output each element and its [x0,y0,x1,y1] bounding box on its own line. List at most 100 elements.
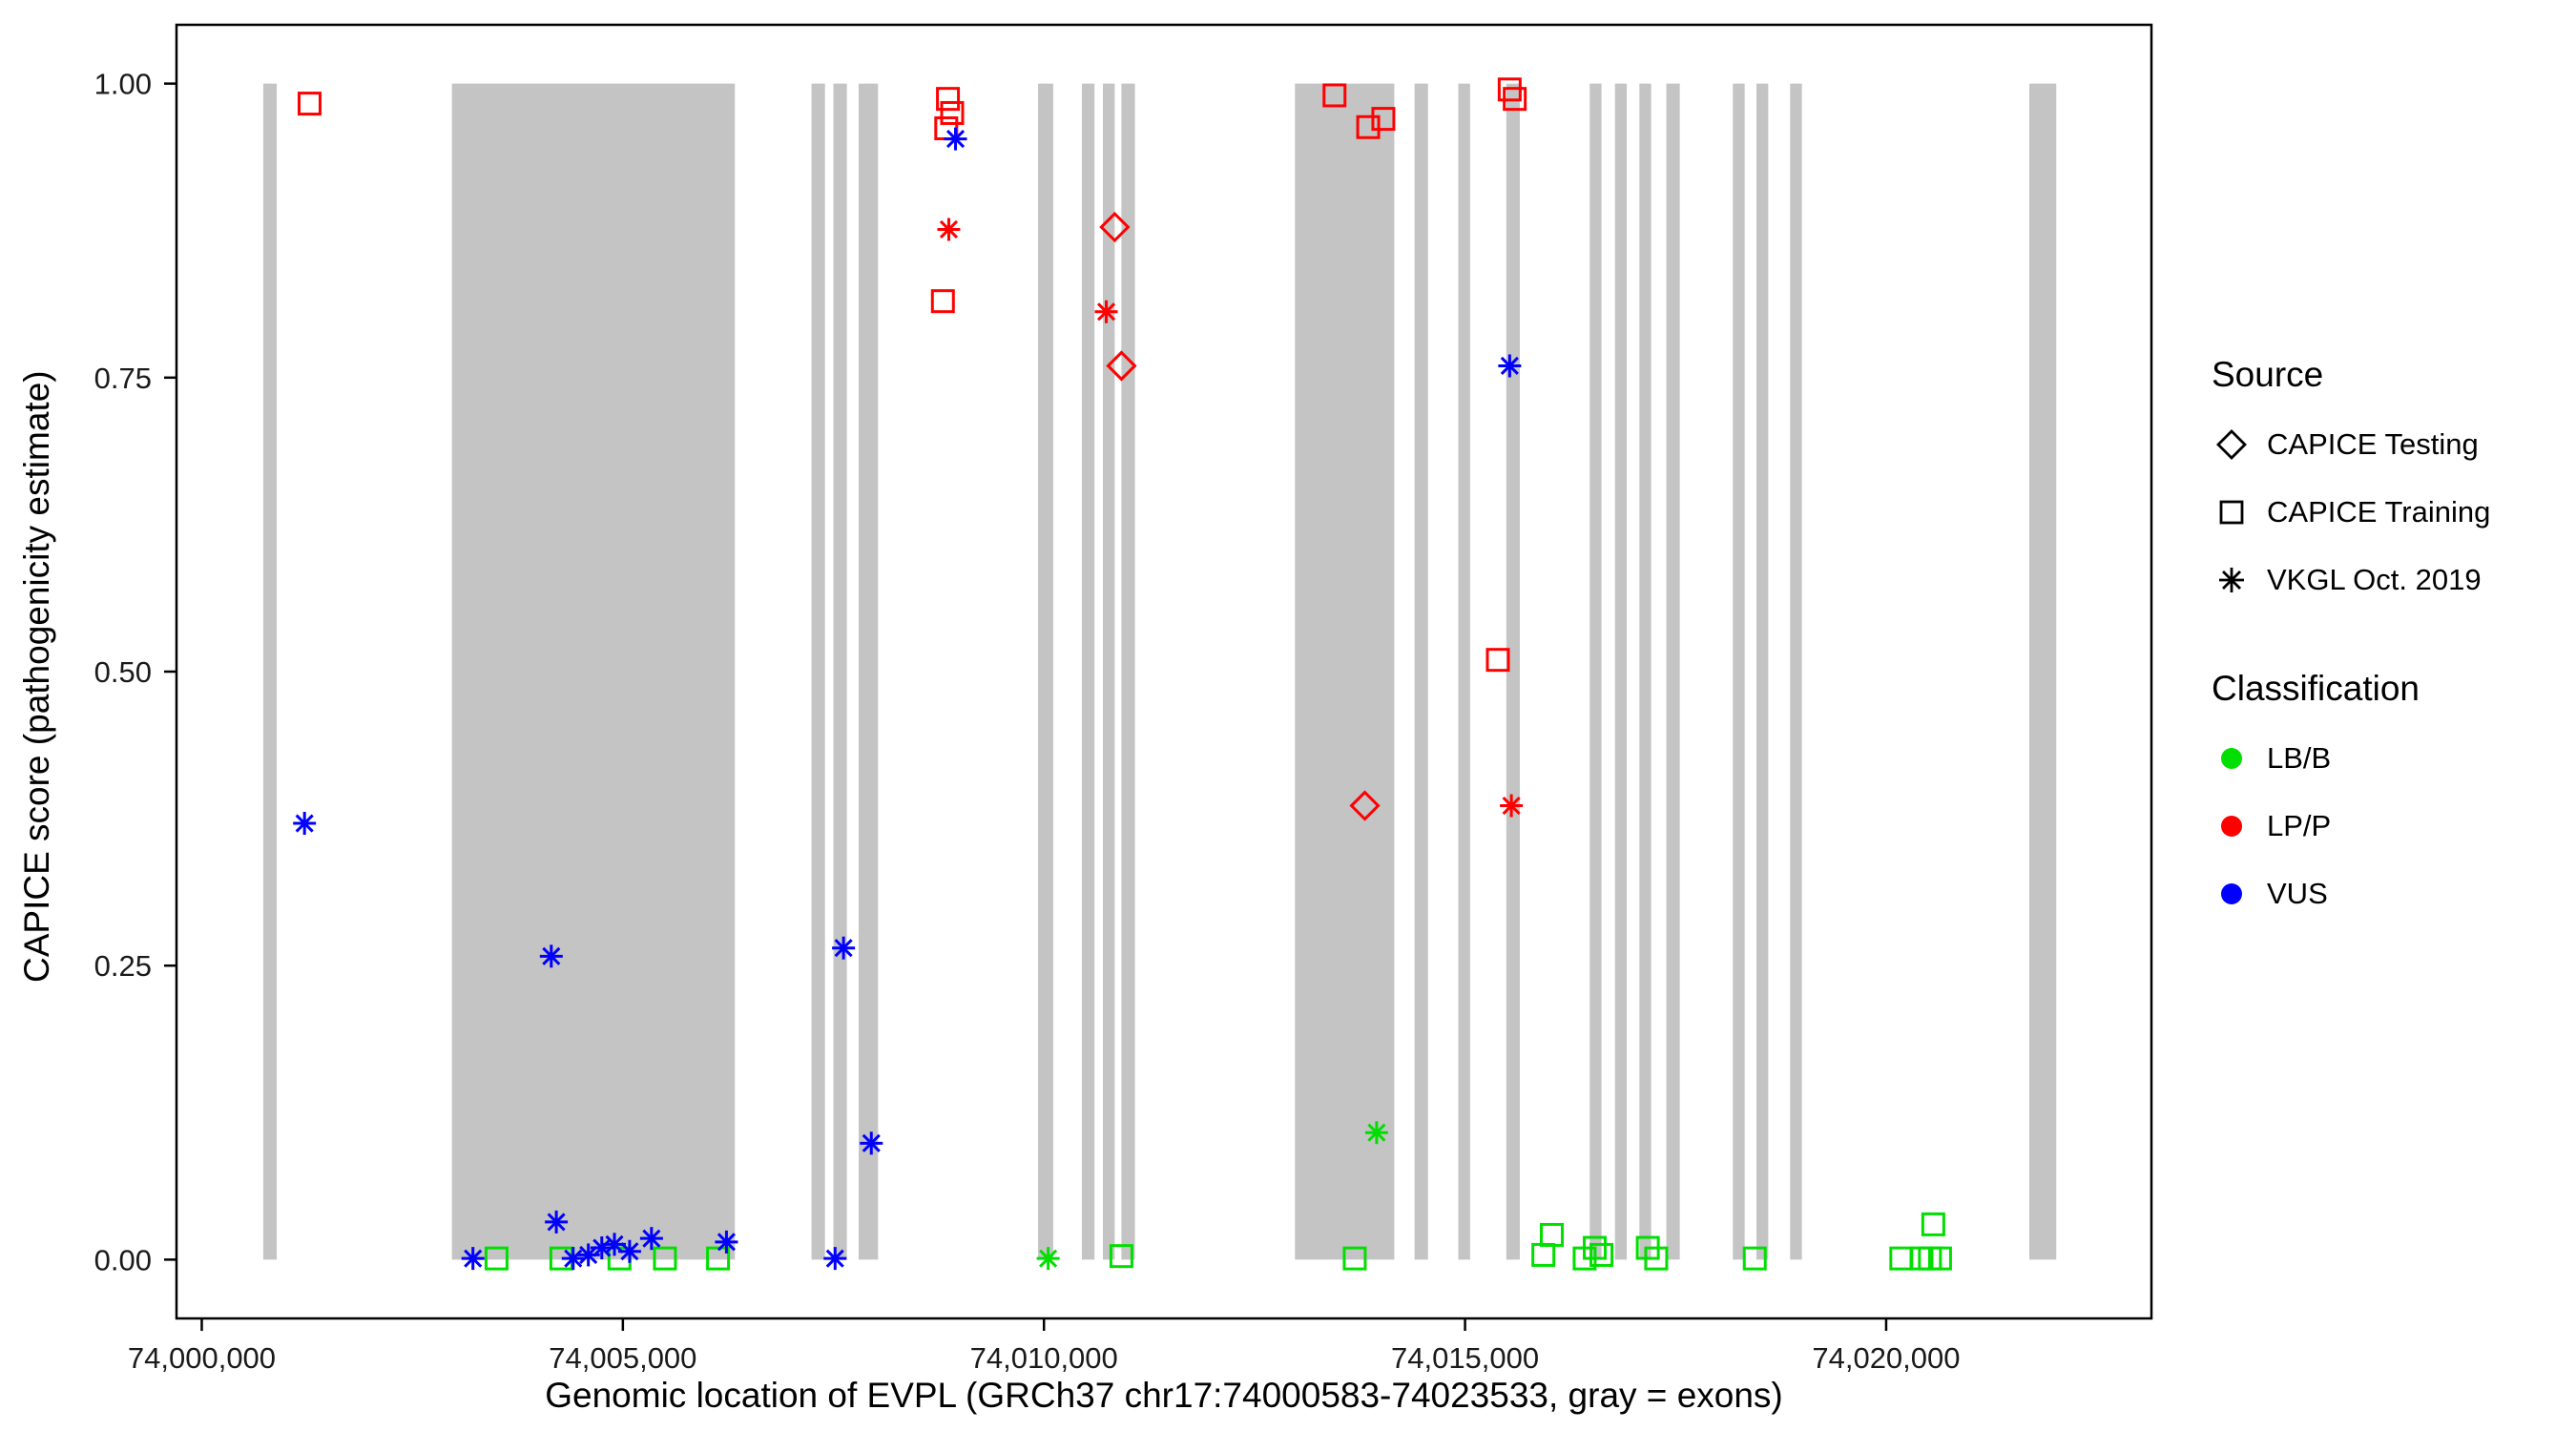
data-point-asterisk [937,218,961,241]
legend-source-title: Source [2212,355,2324,394]
data-point-square [1589,1242,1614,1267]
asterisk-icon [2219,567,2244,592]
data-point-asterisk [561,1247,585,1271]
legend-label: CAPICE Training [2267,494,2491,529]
exon-band [1614,83,1628,1260]
data-point-square [1644,1246,1669,1271]
exon-band [1458,83,1470,1260]
data-point-square [653,1246,677,1271]
data-point-diamond [1349,790,1381,821]
x-axis-tick-label: 74,020,000 [1812,1341,1960,1375]
key-box [2212,738,2252,778]
data-point-square [1531,1242,1556,1267]
legend-item-lpp: LP/P [2212,792,2490,860]
exon-band [811,83,825,1260]
exon-band [1733,83,1745,1260]
exon-band [859,83,879,1260]
y-axis-tick-label: 0.75 [94,362,152,395]
legend-item-vkgl: VKGL Oct. 2019 [2212,546,2490,613]
legend-item-lbb: LB/B [2212,724,2490,792]
data-point-square [930,289,955,314]
exon-band [1790,83,1802,1260]
data-point-asterisk [1364,1121,1388,1145]
key-box [2212,874,2252,914]
key-box [2212,806,2252,846]
data-point-square [1927,1246,1952,1271]
legend-item-vus: VUS [2212,860,2490,927]
legend-label: LP/P [2267,808,2332,842]
legend: Source CAPICE Testing CAPICE Training [2212,355,2490,927]
legend-label: VKGL Oct. 2019 [2267,562,2482,596]
data-point-square [1342,1246,1367,1271]
blue-dot-icon [2221,882,2242,904]
data-point-diamond [1106,350,1137,382]
data-point-square [1583,1235,1608,1260]
legend-item-capice-training: CAPICE Training [2212,478,2490,546]
exon-band [1121,83,1135,1260]
data-point-asterisk [823,1247,847,1271]
x-axis-tick-label: 74,000,000 [128,1341,276,1375]
x-axis-tick-label: 74,015,000 [1391,1341,1539,1375]
legend-label: CAPICE Testing [2267,426,2479,461]
data-point-diamond [1099,211,1131,243]
data-point-asterisk [1498,354,1522,378]
legend-label: LB/B [2267,740,2332,775]
data-point-square [1889,1246,1914,1271]
green-dot-icon [2221,747,2242,769]
exon-band [1081,83,1095,1260]
legend-label: VUS [2267,876,2328,910]
data-point-asterisk [1036,1247,1060,1271]
x-axis-title: Genomic location of EVPL (GRCh37 chr17:7… [545,1376,1783,1415]
exon-band [1506,83,1520,1260]
x-axis-tick-label: 74,005,000 [549,1341,696,1375]
data-point-asterisk [617,1239,641,1263]
exon-band [1295,83,1395,1260]
exon-band [1414,83,1428,1260]
red-dot-icon [2221,815,2242,837]
exon-band [1103,83,1115,1260]
y-axis-tick-label: 0.25 [94,949,152,983]
data-point-square [1356,114,1381,139]
legend-item-capice-testing: CAPICE Testing [2212,410,2490,478]
data-point-square [1539,1222,1564,1247]
data-point-square [484,1246,509,1271]
y-axis-tick-label: 1.00 [94,68,152,101]
y-axis-title: CAPICE score (pathogenicity estimate) [17,370,56,983]
data-point-asterisk [715,1230,738,1254]
data-point-square [1371,107,1396,132]
data-point-asterisk [944,127,967,151]
exon-band [1756,83,1769,1260]
exon-band [1639,83,1652,1260]
data-point-asterisk [539,944,563,968]
legend-classification-group: Classification LB/B LP/P VUS [2212,669,2490,927]
exon-band [1589,83,1602,1260]
data-point-square [940,100,965,125]
data-point-square [1322,83,1347,108]
data-point-asterisk [1500,794,1524,818]
exon-band [262,83,278,1260]
data-point-square [706,1246,731,1271]
data-point-asterisk [832,936,856,960]
data-point-square [1921,1212,1945,1236]
data-point-asterisk [860,1131,883,1155]
data-point-square [1742,1246,1767,1271]
exon-band [833,83,847,1260]
data-point-asterisk [545,1210,569,1234]
data-point-square [1503,87,1527,112]
legend-source-group: Source CAPICE Testing CAPICE Training [2212,355,2490,613]
legend-classification-title: Classification [2212,669,2420,708]
data-point-asterisk [461,1247,485,1271]
data-point-square [1485,648,1510,673]
exon-band [2029,83,2057,1260]
data-point-square [1109,1244,1133,1269]
diamond-icon [2216,428,2247,460]
exon-band [451,83,736,1260]
y-axis-tick-label: 0.00 [94,1243,152,1276]
exon-band [1038,83,1053,1260]
data-point-square [936,87,961,112]
data-point-asterisk [293,812,317,836]
data-point-square [297,92,322,116]
data-point-asterisk [1094,300,1118,323]
